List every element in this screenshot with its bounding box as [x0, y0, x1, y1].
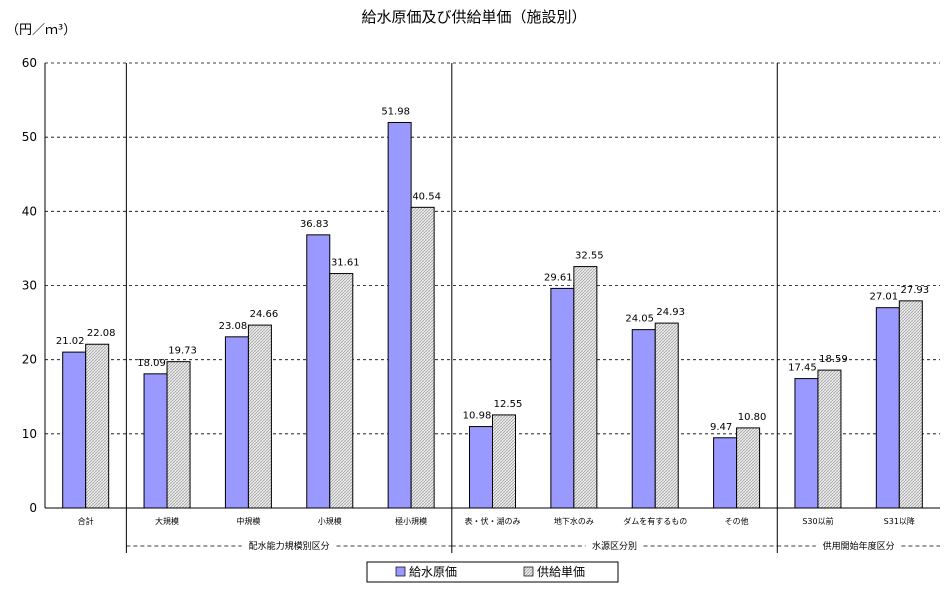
data-label: 27.01 [869, 292, 898, 303]
data-label: 9.47 [710, 422, 732, 433]
x-tick-label: ダムを有するもの [623, 516, 687, 526]
bar [713, 437, 738, 509]
data-label: 22.08 [87, 328, 116, 339]
data-label: 31.61 [331, 258, 360, 269]
bar [631, 329, 656, 509]
bar [817, 369, 842, 509]
data-label: 40.54 [412, 191, 441, 202]
bar [387, 121, 412, 509]
legend-box [366, 561, 619, 583]
bar [306, 234, 331, 509]
group-labels: 配水能力規模別区分 水源区分別 供用開始年度区分 [126, 540, 940, 552]
x-tick-label: 地下水のみ [554, 516, 594, 526]
data-label: 27.93 [900, 285, 929, 296]
data-label: 24.93 [656, 307, 685, 318]
data-label: 29.61 [544, 272, 573, 283]
legend-swatch-supply-cost [395, 566, 406, 577]
x-tick-label: 大規模 [155, 516, 179, 526]
x-tick-label: S30以前 [802, 516, 833, 526]
data-label: 24.66 [250, 309, 279, 320]
data-label: 36.83 [300, 219, 329, 230]
bar [736, 427, 761, 509]
x-tick-label: 中規模 [236, 516, 260, 526]
y-tick-label: 40 [22, 204, 37, 218]
y-tick-label: 60 [22, 56, 37, 70]
bar [62, 351, 87, 509]
x-tick-label: その他 [725, 516, 749, 526]
bar [550, 287, 575, 509]
data-label: 18.59 [819, 354, 848, 365]
y-tick-label: 30 [22, 279, 37, 293]
y-tick-label: 10 [22, 427, 37, 441]
chart-title: 給水原価及び供給単価（施設別） [361, 8, 586, 26]
y-tick-label: 20 [22, 353, 37, 367]
data-label: 32.55 [575, 251, 604, 262]
x-tick-label: 小規模 [318, 516, 342, 526]
bar [166, 361, 191, 509]
bar [224, 336, 249, 509]
y-tick-label: 50 [22, 130, 37, 144]
data-label: 17.45 [788, 363, 817, 374]
gridlines [45, 62, 940, 435]
y-axis-ticks: 0 10 20 30 40 50 60 [22, 56, 37, 515]
group-label: 供用開始年度区分 [823, 540, 895, 552]
bar [247, 324, 272, 509]
data-label: 51.98 [381, 106, 410, 117]
bar [898, 300, 923, 509]
data-label: 21.02 [56, 336, 85, 347]
legend-label-supply-cost: 給水原価 [409, 565, 457, 579]
group-label: 配水能力規模別区分 [249, 540, 330, 552]
bar [143, 373, 168, 509]
x-tick-label: 極小規模 [395, 516, 427, 526]
data-label: 10.80 [738, 412, 767, 423]
x-axis-ticks: 合計 大規模 中規模 小規模 極小規模 表・伏・湖のみ 地下水のみ ダムを有するもの その他 S3… [78, 516, 915, 526]
data-label: 10.98 [463, 411, 492, 422]
bar [410, 206, 435, 509]
bar [875, 307, 900, 509]
group-label: 水源区分別 [592, 540, 637, 552]
legend-swatch-unit-price [523, 566, 534, 577]
bar [469, 426, 493, 509]
bar [654, 322, 679, 509]
x-tick-label: 表・伏・湖のみ [465, 516, 521, 526]
bar [492, 414, 516, 509]
data-label: 19.73 [168, 346, 197, 357]
x-tick-label: S31以降 [884, 516, 915, 526]
data-label: 24.05 [625, 314, 654, 325]
data-label: 23.08 [219, 321, 248, 332]
legend-label-unit-price: 供給単価 [537, 565, 585, 579]
y-axis-unit-label: （円／ｍ³） [6, 23, 76, 38]
bar [85, 343, 110, 509]
group-separators [125, 63, 778, 553]
bar [573, 266, 598, 509]
x-tick-label: 合計 [78, 516, 94, 526]
legend: 給水原価 供給単価 [366, 561, 619, 583]
data-label: 18.09 [137, 358, 166, 369]
bars [62, 121, 923, 509]
data-label: 12.55 [494, 399, 523, 410]
y-tick-label: 0 [29, 501, 37, 515]
bar [329, 273, 354, 509]
bar [794, 378, 819, 509]
